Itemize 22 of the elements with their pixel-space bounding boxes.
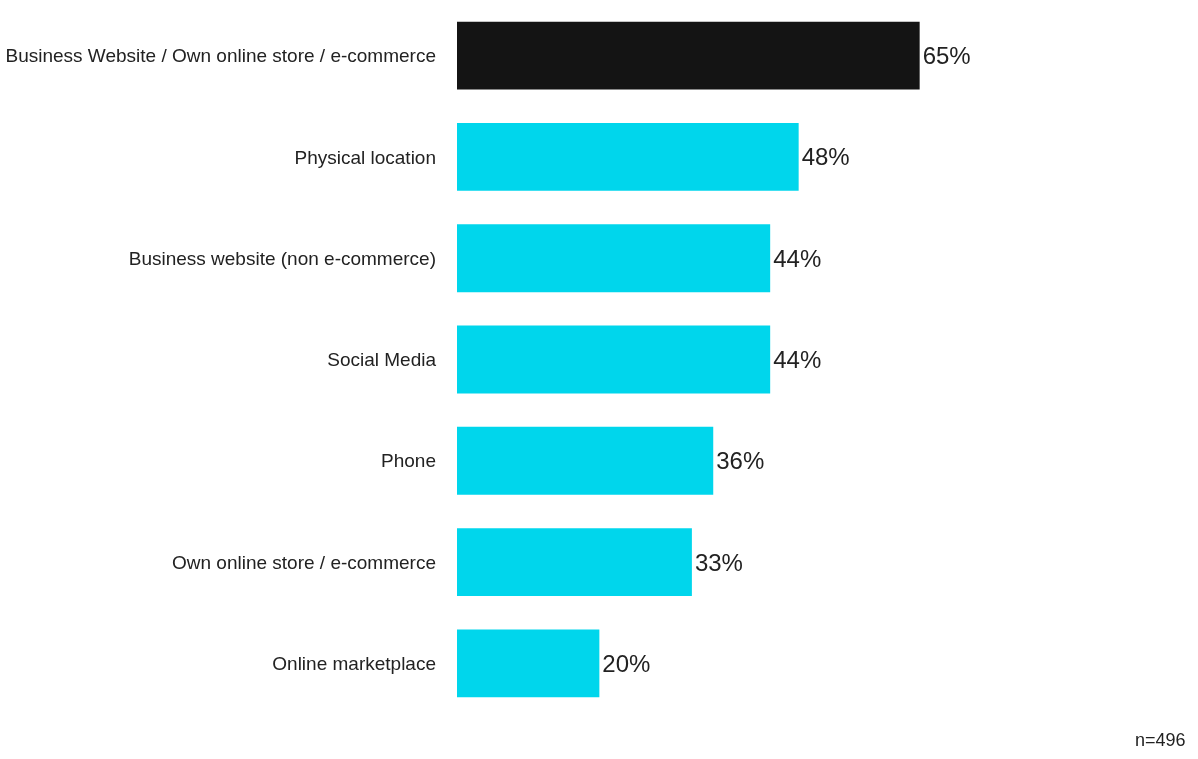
y-tick-label: Business Website / Own online store / e-commerce <box>5 45 436 67</box>
y-tick-label: Physical location <box>294 146 436 168</box>
bar <box>457 123 799 191</box>
bar <box>457 426 714 495</box>
y-tick-label: Social Media <box>327 349 437 371</box>
data-label: 44% <box>773 244 822 272</box>
bar <box>457 224 771 293</box>
data-label: 48% <box>801 143 850 171</box>
data-label: 36% <box>716 447 765 475</box>
data-label: 33% <box>694 548 743 576</box>
bar <box>457 21 920 90</box>
data-label: 20% <box>602 649 651 677</box>
text: n=496 <box>1135 730 1186 750</box>
bar <box>457 528 692 596</box>
y-tick-label: Business website (non e-commerce) <box>128 247 436 269</box>
data-label: 44% <box>773 346 822 373</box>
y-tick-label: Phone <box>381 450 436 472</box>
bar <box>457 629 600 698</box>
y-tick-label: Online marketplace <box>272 653 436 675</box>
y-tick-label: Own online store / e-commerce <box>172 551 436 573</box>
data-label: 65% <box>922 42 971 70</box>
bar <box>457 325 771 394</box>
